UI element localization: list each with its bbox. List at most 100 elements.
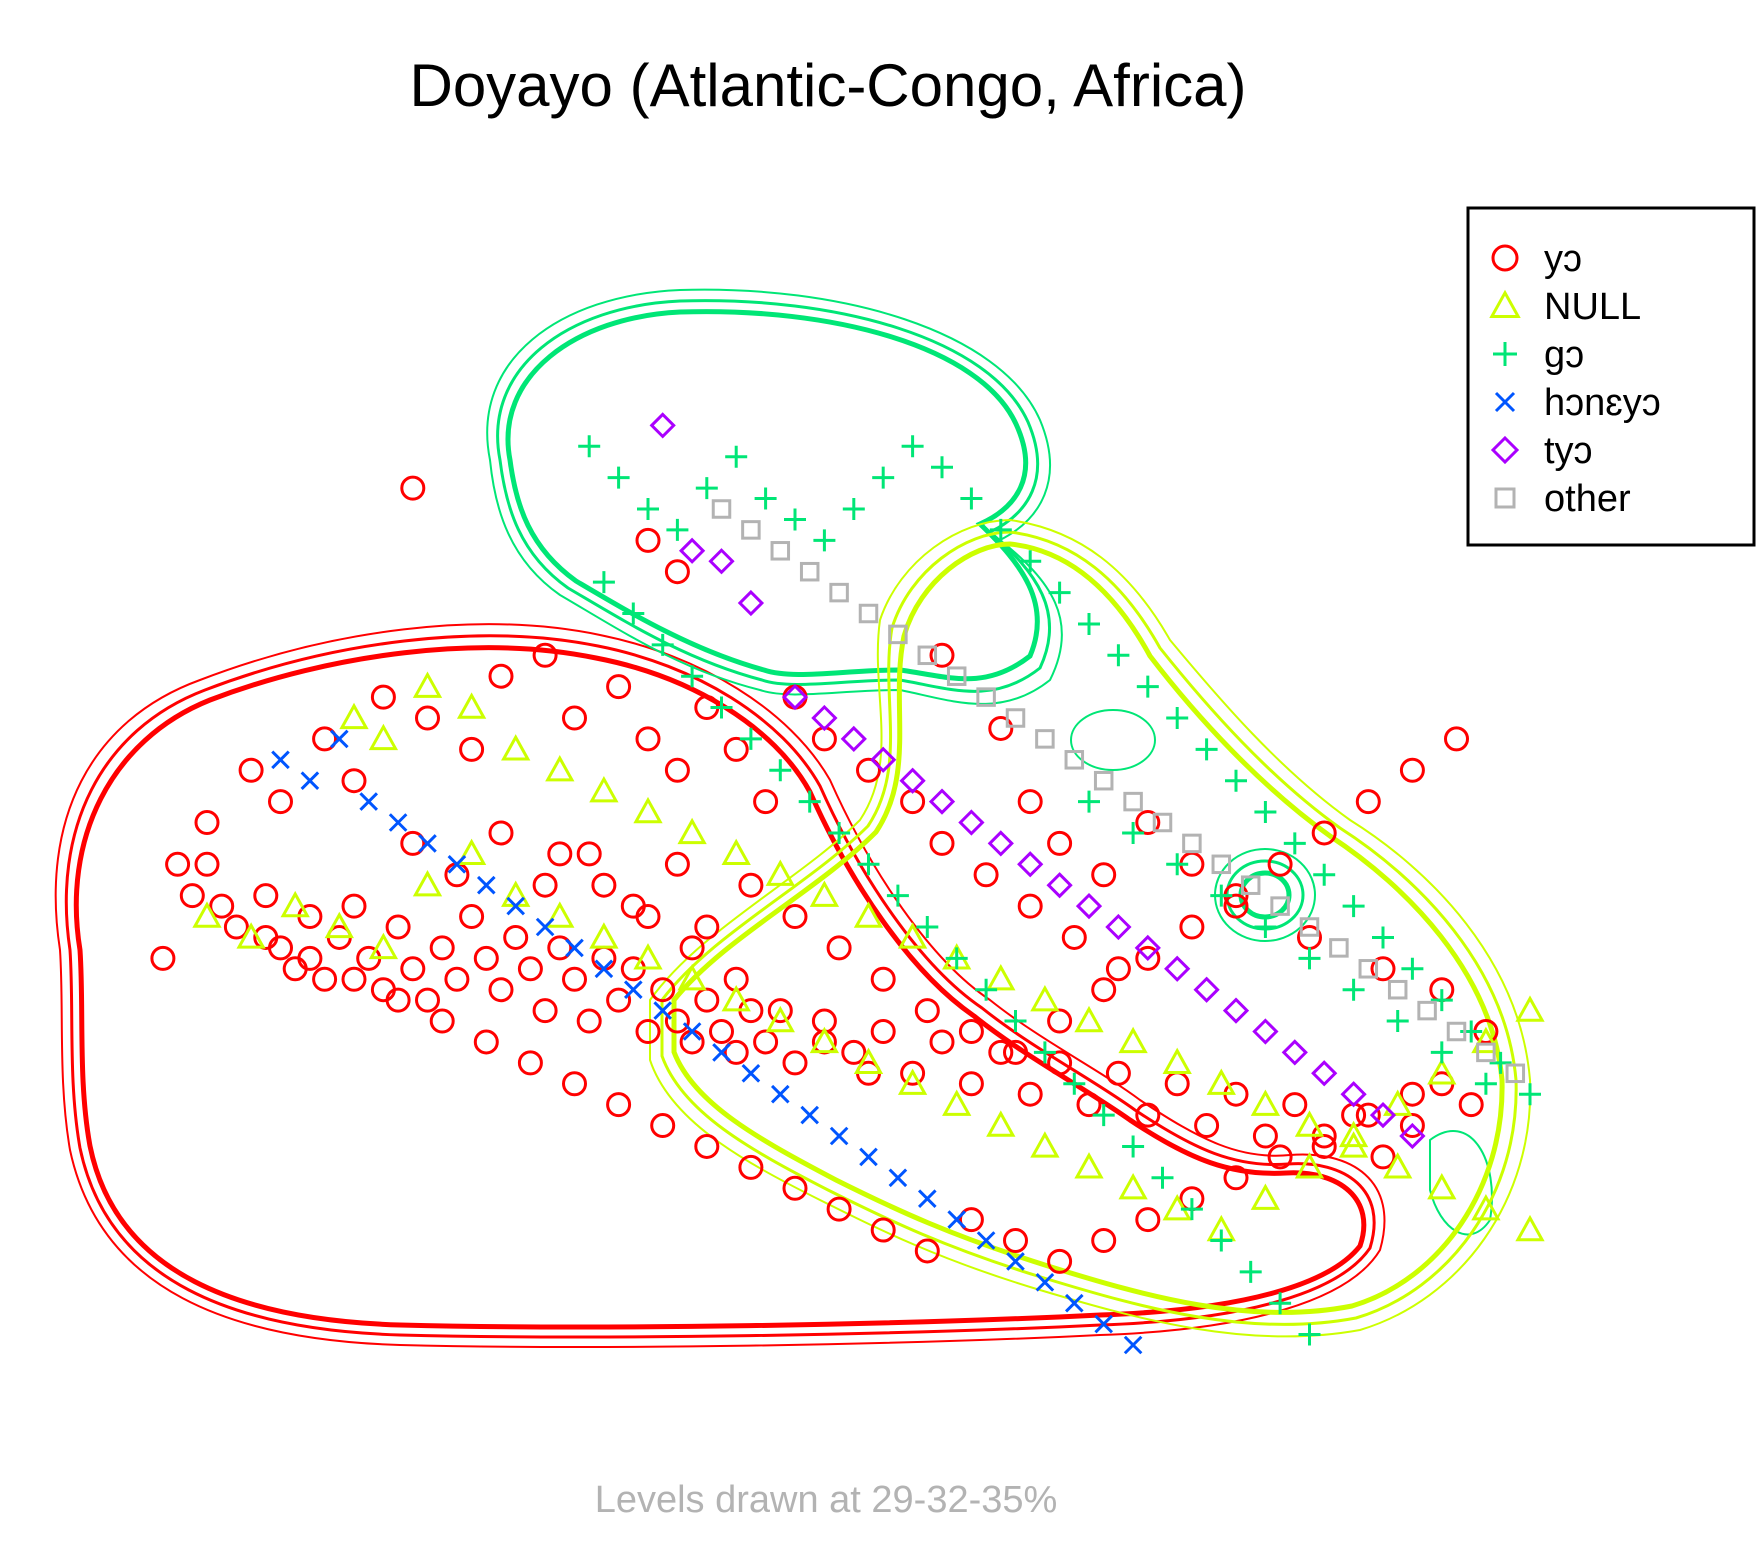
point-plus-46 (739, 727, 762, 750)
point-plus-49 (828, 821, 851, 844)
legend: yɔ NULL gɔ hɔnɛyɔ tyɔ other (1466, 206, 1756, 547)
point-triangle-26 (1338, 1120, 1369, 1148)
point-circle-135 (429, 1008, 455, 1034)
legend-label-0: yɔ (1544, 238, 1582, 280)
point-plus-28 (1401, 957, 1424, 980)
point-triangle-25 (1294, 1152, 1325, 1179)
point-circle-140 (650, 1113, 676, 1139)
point-triangle-14 (809, 1026, 840, 1054)
point-circle-161 (679, 935, 705, 961)
point-circle-1 (179, 883, 205, 909)
point-circle-118 (988, 715, 1014, 741)
point-circle-147 (958, 1207, 984, 1233)
point-cross-27 (1064, 1293, 1084, 1313)
point-circle-97 (1135, 945, 1161, 971)
point-cross-22 (917, 1189, 937, 1209)
point-square-13 (1093, 770, 1114, 791)
point-plus-59 (1122, 1135, 1145, 1158)
point-circle-23 (532, 998, 558, 1024)
point-circle-96 (1091, 977, 1117, 1003)
point-diamond-6 (840, 725, 867, 753)
point-circle-65 (268, 789, 293, 815)
point-circle-25 (562, 966, 587, 992)
point-circle-0 (150, 945, 176, 971)
point-cross-23 (947, 1210, 967, 1229)
point-diamond-7 (870, 746, 897, 773)
point-circle-86 (664, 851, 690, 877)
point-plus-53 (945, 947, 968, 970)
point-circle-70 (459, 736, 485, 762)
point-cross-3 (359, 792, 379, 811)
point-circle-151 (1135, 1207, 1161, 1233)
point-circle-148 (1003, 1228, 1028, 1253)
point-square-22 (1358, 959, 1379, 979)
point-cross-19 (829, 1126, 849, 1146)
point-cross-15 (712, 1043, 731, 1062)
point-circle-120 (1047, 830, 1073, 856)
point-cross-8 (506, 896, 526, 916)
point-cross-21 (888, 1168, 908, 1188)
point-circle-143 (782, 1175, 808, 1201)
point-circle-138 (562, 1071, 587, 1097)
point-diamond-14 (1075, 892, 1103, 920)
point-plus-6 (754, 487, 777, 510)
point-circle-163 (767, 998, 793, 1024)
point-circle-132 (297, 945, 323, 971)
point-plus-17 (1078, 612, 1100, 635)
point-circle-92 (914, 998, 940, 1024)
point-diamond-20 (1252, 1018, 1279, 1045)
point-triangle-58 (1118, 1026, 1148, 1054)
point-circle-80 (400, 830, 426, 856)
point-diamond-10 (958, 809, 985, 836)
point-circle-62 (1458, 1092, 1484, 1118)
point-circle-8 (312, 966, 338, 992)
point-plus-2 (637, 498, 659, 520)
point-diamond-12 (1017, 851, 1044, 878)
point-circle-15 (415, 987, 440, 1013)
point-circle-72 (532, 642, 558, 668)
point-circle-137 (517, 1050, 543, 1076)
point-circle-157 (1399, 1081, 1425, 1107)
point-plus-15 (1019, 550, 1042, 573)
point-circle-93 (958, 1019, 984, 1044)
point-circle-126 (1370, 956, 1396, 982)
point-diamond-3 (737, 589, 765, 617)
point-circle-42 (870, 1019, 896, 1044)
point-circle-129 (165, 851, 191, 877)
point-circle-115 (1061, 924, 1087, 950)
point-plus-0 (578, 435, 601, 458)
point-plus-48 (798, 790, 821, 813)
point-circle-59 (1370, 1144, 1396, 1170)
point-circle-14 (400, 956, 426, 982)
point-circle-36 (723, 1039, 749, 1065)
point-square-6 (888, 624, 908, 645)
point-triangle-15 (853, 1047, 884, 1075)
point-triangle-45 (545, 755, 575, 782)
point-triangle-48 (677, 817, 707, 845)
point-circle-114 (1017, 893, 1043, 919)
point-triangle-63 (1338, 1131, 1369, 1158)
point-plus-31 (1489, 1051, 1512, 1074)
point-square-14 (1123, 791, 1143, 812)
point-circle-136 (473, 1029, 499, 1055)
point-circle-31 (650, 977, 676, 1003)
point-triangle-4 (368, 932, 399, 960)
point-plus-72 (1342, 978, 1365, 1001)
point-circle-160 (635, 904, 661, 930)
point-cross-4 (388, 813, 408, 832)
point-circle-104 (1444, 726, 1469, 752)
point-plus-41 (592, 571, 615, 594)
point-plus-1 (607, 466, 630, 489)
point-plus-3 (666, 518, 689, 541)
point-circle-142 (738, 1154, 764, 1180)
point-circle-149 (1047, 1248, 1073, 1274)
legend-label-5: other (1544, 478, 1631, 520)
point-triangle-49 (721, 838, 751, 866)
point-plus-5 (725, 445, 748, 468)
point-cross-16 (741, 1063, 761, 1083)
point-circle-85 (620, 893, 646, 919)
point-circle-116 (1105, 956, 1131, 982)
point-triangle-21 (1118, 1173, 1148, 1200)
point-cross-0 (271, 750, 290, 770)
